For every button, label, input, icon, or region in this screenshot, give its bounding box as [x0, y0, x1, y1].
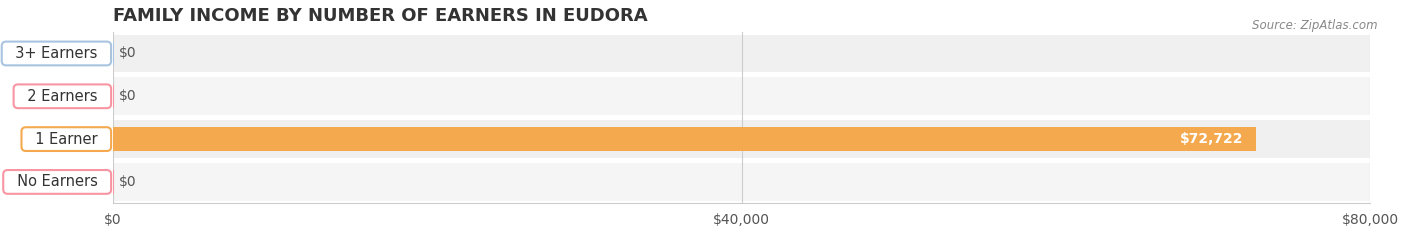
Text: Source: ZipAtlas.com: Source: ZipAtlas.com — [1253, 19, 1378, 32]
Bar — [112, 35, 1371, 72]
Bar — [112, 120, 1371, 158]
Bar — [112, 163, 1371, 201]
Bar — [112, 77, 1371, 115]
Text: 1 Earner: 1 Earner — [25, 132, 107, 147]
Text: 2 Earners: 2 Earners — [18, 89, 107, 104]
Text: $72,722: $72,722 — [1180, 132, 1243, 146]
Bar — [112, 127, 1256, 151]
Text: $0: $0 — [120, 89, 136, 103]
Text: $0: $0 — [120, 175, 136, 189]
Text: 3+ Earners: 3+ Earners — [6, 46, 107, 61]
Text: $0: $0 — [120, 47, 136, 60]
Text: No Earners: No Earners — [7, 174, 107, 190]
Text: FAMILY INCOME BY NUMBER OF EARNERS IN EUDORA: FAMILY INCOME BY NUMBER OF EARNERS IN EU… — [112, 7, 648, 25]
